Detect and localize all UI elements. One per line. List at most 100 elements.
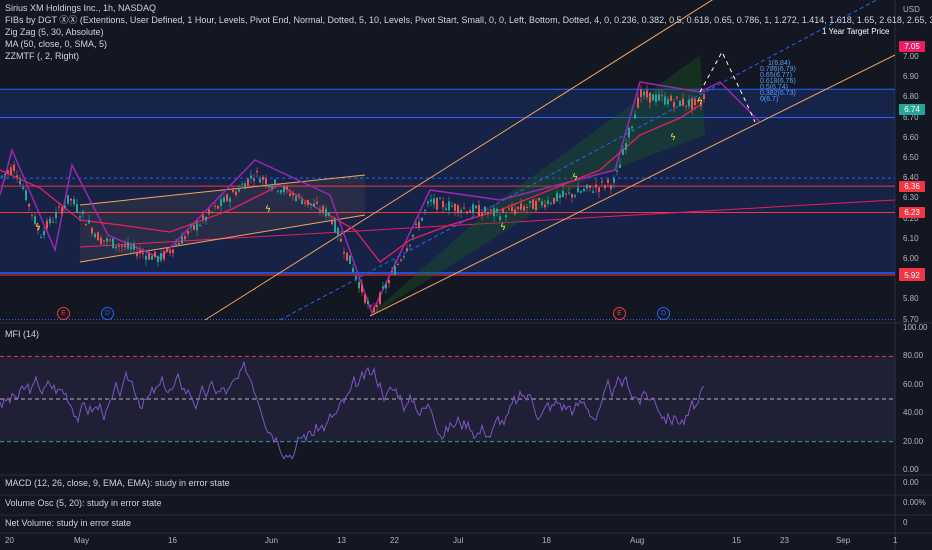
- candle-body: [481, 212, 483, 217]
- candle-body: [85, 223, 87, 226]
- candle-body: [136, 251, 138, 257]
- candle-body: [292, 193, 294, 196]
- candle-body: [337, 227, 339, 237]
- candle-body: [382, 286, 384, 289]
- event-marker-e[interactable]: E: [613, 307, 626, 320]
- candle-body: [259, 179, 261, 183]
- x-axis-label: 15: [732, 536, 741, 545]
- candle-body: [160, 253, 162, 261]
- candle-body: [514, 209, 516, 215]
- price-tag: 6.36: [899, 180, 925, 192]
- candle-body: [298, 194, 300, 196]
- candle-body: [454, 203, 456, 211]
- candle-body: [616, 170, 618, 172]
- candle-body: [379, 292, 381, 305]
- candle-body: [244, 183, 246, 190]
- candle-body: [13, 164, 15, 171]
- alert-icon: ϟ: [265, 205, 271, 215]
- x-axis-label: 22: [390, 536, 399, 545]
- candle-body: [211, 211, 213, 213]
- candle-body: [493, 208, 495, 217]
- x-axis-label: Jun: [265, 536, 278, 545]
- candle-body: [355, 276, 357, 279]
- event-marker-e[interactable]: E: [57, 307, 70, 320]
- volume-osc-label[interactable]: Volume Osc (5, 20): study in error state: [5, 498, 162, 508]
- price-tick-label: 6.30: [903, 193, 919, 203]
- candle-body: [541, 201, 543, 206]
- candle-body: [241, 183, 243, 185]
- candle-body: [130, 246, 132, 250]
- candle-body: [538, 198, 540, 201]
- candle-body: [373, 307, 375, 313]
- candle-body: [415, 223, 417, 226]
- price-tick-label: 6.10: [903, 233, 919, 243]
- candle-body: [73, 199, 75, 205]
- price-tick-label: 7.00: [903, 51, 919, 61]
- candle-body: [433, 198, 435, 205]
- price-tick-label: 6.80: [903, 92, 919, 102]
- event-marker-d[interactable]: D: [657, 307, 670, 320]
- candle-body: [625, 142, 627, 150]
- candle-body: [583, 188, 585, 192]
- candle-body: [637, 97, 639, 108]
- candle-body: [232, 189, 234, 193]
- candle-body: [556, 192, 558, 202]
- candle-body: [466, 211, 468, 214]
- indicator-ma-label[interactable]: MA (50, close, 0, SMA, 5): [5, 39, 108, 49]
- candle-body: [163, 251, 165, 260]
- candle-body: [586, 184, 588, 189]
- candle-body: [316, 201, 318, 204]
- candle-body: [532, 199, 534, 210]
- macd-axis-value: 0.00: [903, 478, 919, 487]
- candle-body: [19, 180, 21, 185]
- event-marker-d[interactable]: D: [101, 307, 114, 320]
- candle-body: [364, 294, 366, 303]
- fib-level-label: 1(6.84): [768, 60, 791, 67]
- candle-body: [346, 252, 348, 261]
- indicator-zigzag-label[interactable]: Zig Zag (5, 30, Absolute): [5, 27, 104, 37]
- candle-body: [250, 175, 252, 179]
- candle-body: [97, 232, 99, 241]
- candle-body: [4, 173, 6, 175]
- currency-label[interactable]: USD: [903, 5, 920, 14]
- candle-body: [295, 196, 297, 201]
- mfi-label[interactable]: MFI (14): [5, 329, 40, 339]
- candle-body: [274, 179, 276, 185]
- mfi-tick-label: 100.00: [903, 323, 928, 332]
- candle-body: [478, 205, 480, 216]
- candle-body: [685, 105, 687, 107]
- candle-body: [577, 187, 579, 193]
- candle-body: [619, 164, 621, 169]
- x-axis-label: 16: [168, 536, 177, 545]
- candle-body: [700, 102, 702, 106]
- x-axis-label: 13: [337, 536, 346, 545]
- candle-body: [424, 210, 426, 212]
- candle-body: [16, 175, 18, 177]
- symbol-title[interactable]: Sirius XM Holdings Inc., 1h, NASDAQ: [5, 3, 157, 13]
- candle-body: [343, 251, 345, 254]
- candle-body: [118, 245, 120, 247]
- candle-body: [172, 249, 174, 254]
- candle-body: [7, 170, 9, 173]
- price-tick-label: 6.70: [903, 112, 919, 122]
- x-axis-label: 1: [893, 536, 898, 545]
- candle-body: [106, 238, 108, 242]
- candle-body: [448, 201, 450, 211]
- indicator-zzmtf-label[interactable]: ZZMTF (, 2, Right): [5, 51, 79, 61]
- candle-body: [103, 240, 105, 242]
- candle-body: [664, 96, 666, 105]
- candle-body: [67, 195, 69, 204]
- candle-body: [340, 238, 342, 242]
- candle-body: [508, 208, 510, 210]
- net-volume-label[interactable]: Net Volume: study in error state: [5, 518, 132, 528]
- candle-body: [133, 244, 135, 250]
- target-price-label: 1 Year Target Price: [822, 27, 890, 36]
- candle-body: [280, 190, 282, 193]
- price-tick-label: 6.20: [903, 213, 919, 223]
- indicator-fibs-label[interactable]: FIBs by DGT ⓍⓍ (Extentions, User Defined…: [5, 15, 932, 25]
- candle-body: [196, 223, 198, 231]
- candle-body: [31, 214, 33, 216]
- candle-body: [511, 206, 513, 212]
- macd-label[interactable]: MACD (12, 26, close, 9, EMA, EMA): study…: [5, 478, 230, 488]
